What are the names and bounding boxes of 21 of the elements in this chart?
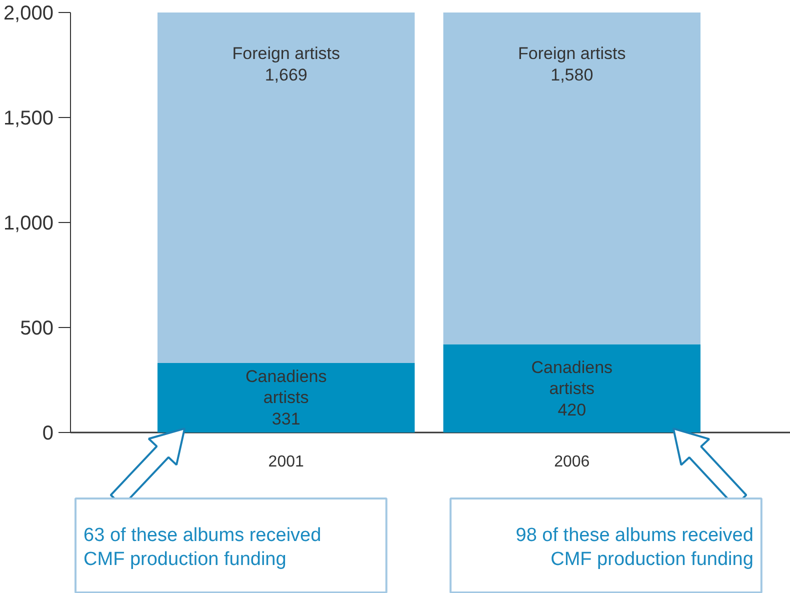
bar	[157, 12, 415, 363]
y-tick-label: 500	[20, 318, 54, 340]
bar	[443, 344, 700, 432]
series-label: Canadiens artists	[245, 367, 327, 408]
y-tick-label: 0	[42, 422, 54, 444]
text: Foreign artists	[518, 44, 626, 63]
series-label: Foreign artists	[232, 44, 340, 63]
x-tick-label: 2006	[554, 454, 590, 470]
data-label: 331	[272, 410, 300, 429]
text: 98 of these albums received CMF production funding	[516, 525, 754, 570]
y-tick-label: 1,000	[3, 212, 54, 234]
bar	[157, 362, 415, 432]
x-tick-label: 2001	[268, 454, 304, 470]
y-tick-label: 1,500	[3, 108, 54, 130]
data-label: 1,669	[264, 65, 308, 84]
text: Canadiens artists	[531, 358, 613, 398]
y-tick-label: 2,000	[3, 2, 54, 24]
data-label: 1,580	[550, 65, 594, 84]
text: 63 of these albums received CMF production funding	[84, 525, 322, 570]
data-label: 420	[558, 400, 586, 420]
bar	[443, 12, 700, 344]
